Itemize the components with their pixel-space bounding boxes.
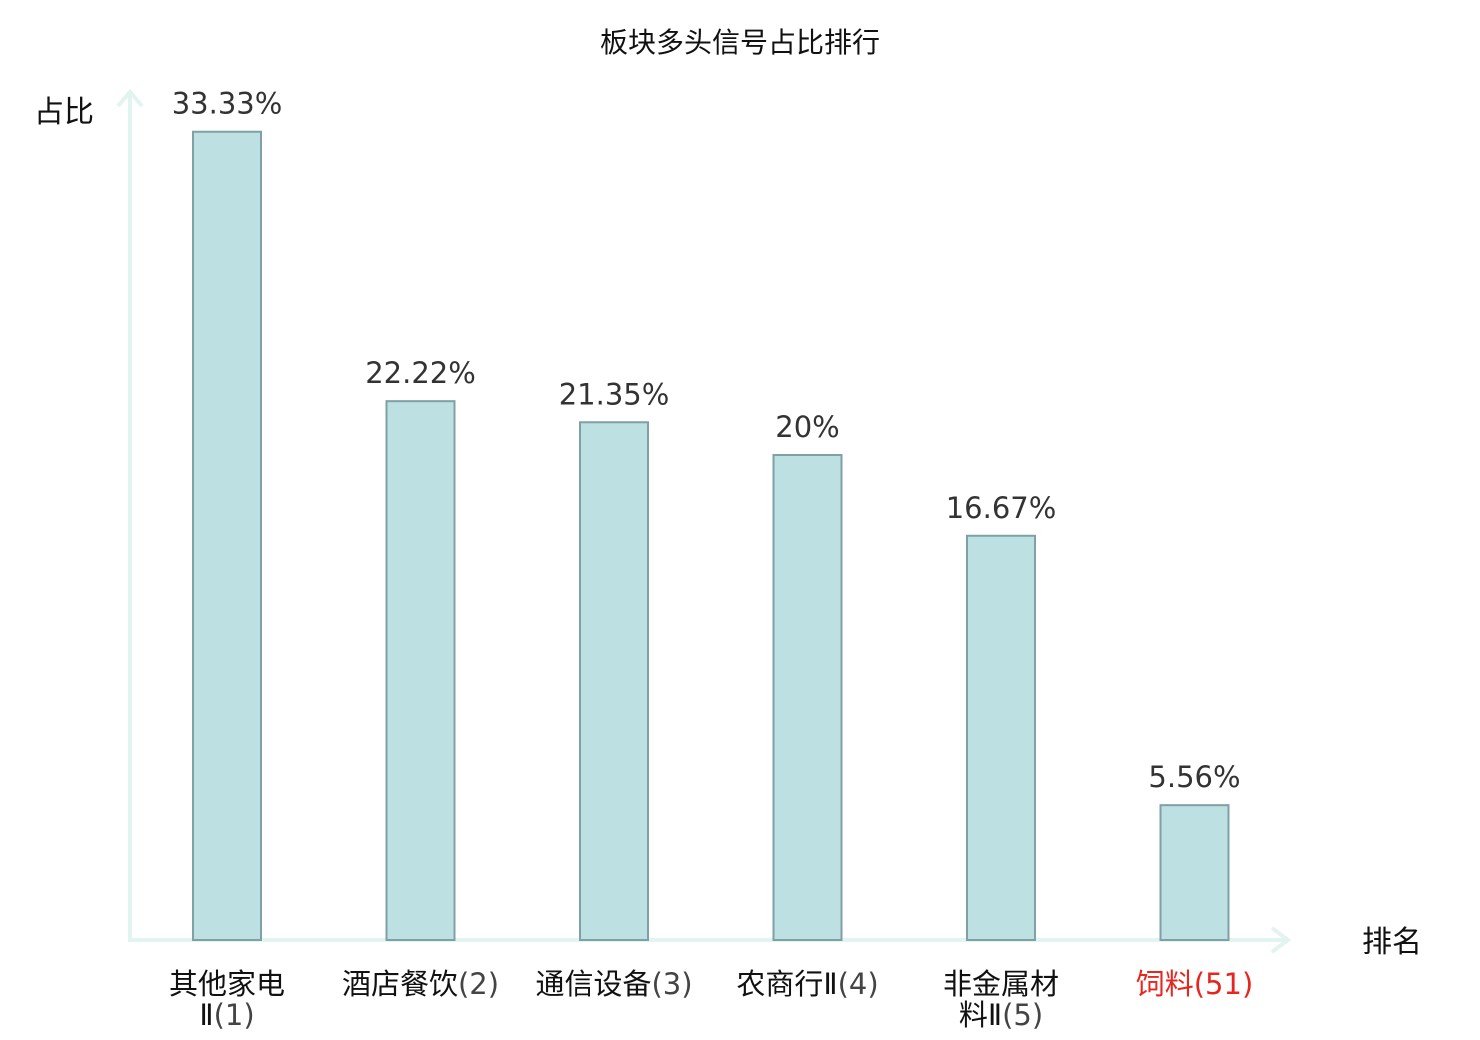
category-rank-6: (51) xyxy=(1194,967,1254,1001)
value-label-3: 21.35% xyxy=(559,377,670,411)
bar-3 xyxy=(579,421,649,941)
value-label-5: 16.67% xyxy=(946,491,1057,525)
category-rank-3: (3) xyxy=(651,967,692,1001)
bar-2 xyxy=(385,400,456,942)
value-label-1: 33.33% xyxy=(172,87,283,121)
category-name-5: 非金属材 xyxy=(943,967,1059,1001)
category-rank-1: (1) xyxy=(214,998,255,1032)
category-name-3: 通信设备 xyxy=(535,967,651,1001)
category-label-line2-1: Ⅱ(1) xyxy=(199,998,254,1032)
x-axis-label: 排名 xyxy=(1362,925,1422,960)
category-name-6: 饲料 xyxy=(1136,967,1194,1001)
category-label-3: 通信设备(3) xyxy=(535,967,692,1001)
bar-4 xyxy=(772,454,843,941)
y-axis-label: 占比 xyxy=(34,95,94,130)
category-name-cont-1: Ⅱ xyxy=(199,998,213,1032)
bars-group xyxy=(192,130,1230,942)
category-label-5: 非金属材 xyxy=(943,967,1059,1001)
bar-6 xyxy=(1159,804,1230,941)
value-labels-group: 33.33% 22.22% 21.35% 20% 16.67% 5.56% xyxy=(172,87,1241,794)
bar-5 xyxy=(966,534,1036,941)
axes xyxy=(116,88,1292,954)
value-label-6: 5.56% xyxy=(1148,760,1240,794)
bar-1 xyxy=(192,130,262,941)
value-label-4: 20% xyxy=(775,410,839,444)
x-axis-arrow-icon xyxy=(1270,926,1292,954)
category-rank-5: (5) xyxy=(1002,998,1043,1032)
chart-title: 板块多头信号占比排行 xyxy=(600,26,880,59)
category-label-line2-5: 料Ⅱ(5) xyxy=(959,998,1043,1032)
category-rank-4: (4) xyxy=(838,967,879,1001)
y-axis-arrow-icon xyxy=(116,88,144,108)
category-name-1: 其他家电 xyxy=(169,967,285,1001)
value-label-2: 22.22% xyxy=(365,356,476,390)
category-name-2: 酒店餐饮 xyxy=(342,967,458,1001)
category-name-cont-5: 料Ⅱ xyxy=(959,998,1002,1032)
category-name-4: 农商行Ⅱ xyxy=(736,967,837,1001)
category-label-1: 其他家电 xyxy=(169,967,285,1001)
category-label-2: 酒店餐饮(2) xyxy=(342,967,499,1001)
category-rank-2: (2) xyxy=(458,967,499,1001)
category-label-6: 饲料(51) xyxy=(1136,967,1254,1001)
category-label-4: 农商行Ⅱ(4) xyxy=(736,967,878,1001)
